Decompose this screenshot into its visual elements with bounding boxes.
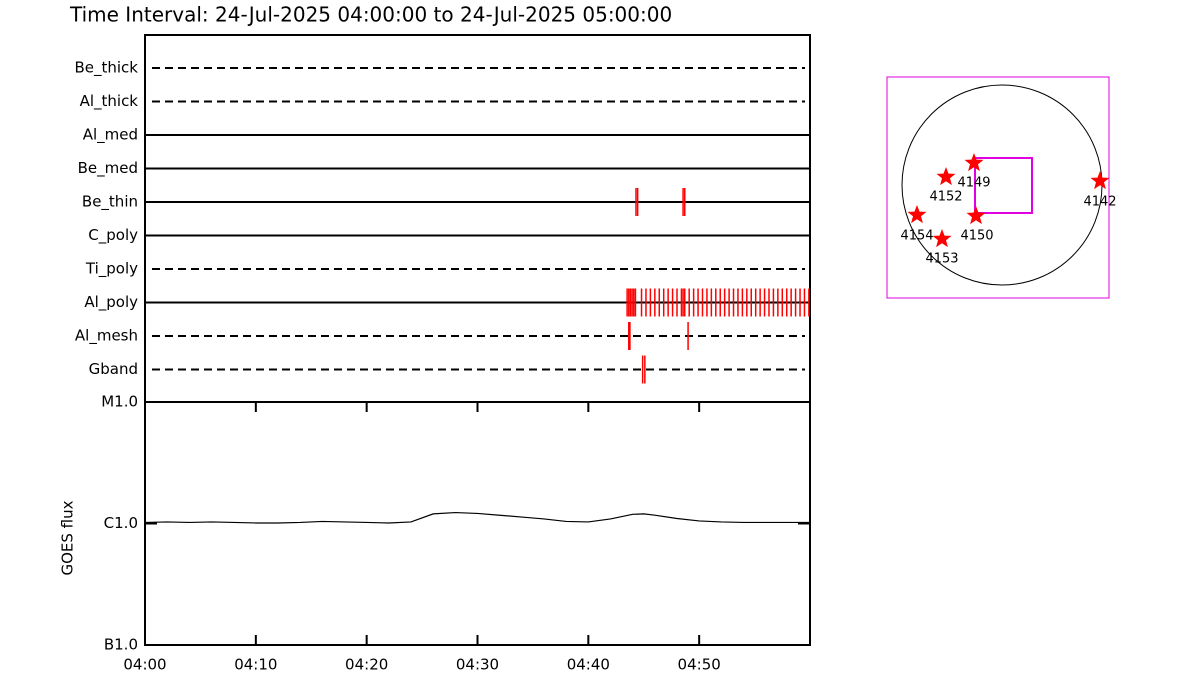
x-tick-label: 04:20 [345, 656, 388, 674]
x-tick-label: 04:00 [123, 656, 166, 674]
y-tick-label: M1.0 [101, 393, 138, 411]
region-star [964, 153, 984, 172]
y-tick-label: C1.0 [104, 514, 138, 532]
row-label: Be_med [78, 159, 138, 178]
region-label: 4153 [925, 252, 958, 267]
y-tick-label: B1.0 [104, 636, 138, 654]
chart-title: Time Interval: 24-Jul-2025 04:00:00 to 2… [69, 3, 672, 27]
row-label: C_poly [88, 226, 138, 245]
region-star [1090, 171, 1110, 190]
row-label: Al_mesh [75, 327, 138, 346]
y-axis-label: GOES flux [59, 500, 77, 575]
region-label: 4154 [900, 229, 933, 244]
x-tick-label: 04:50 [678, 656, 721, 674]
region-star [907, 205, 927, 224]
row-label: Gband [89, 360, 138, 378]
region-label: 4142 [1083, 195, 1116, 210]
row-label: Be_thin [82, 193, 138, 212]
timeline-frame [144, 34, 811, 403]
map-frame [886, 76, 1110, 299]
region-star [936, 167, 956, 186]
row-label: Al_poly [84, 293, 138, 312]
region-label: 4150 [960, 229, 993, 244]
field-of-view [974, 157, 1033, 214]
x-tick-label: 04:30 [456, 656, 499, 674]
row-label: Al_med [83, 126, 138, 145]
row-label: Al_thick [80, 92, 139, 111]
region-label: 4149 [957, 176, 990, 191]
x-tick-label: 04:40 [567, 656, 610, 674]
goes-frame [144, 401, 811, 646]
region-star [966, 206, 986, 225]
flux-line [144, 511, 810, 524]
x-tick-label: 04:10 [234, 656, 277, 674]
region-star [932, 229, 952, 248]
row-label: Be_thick [74, 59, 138, 78]
region-label: 4152 [929, 190, 962, 205]
row-label: Ti_poly [85, 260, 138, 279]
